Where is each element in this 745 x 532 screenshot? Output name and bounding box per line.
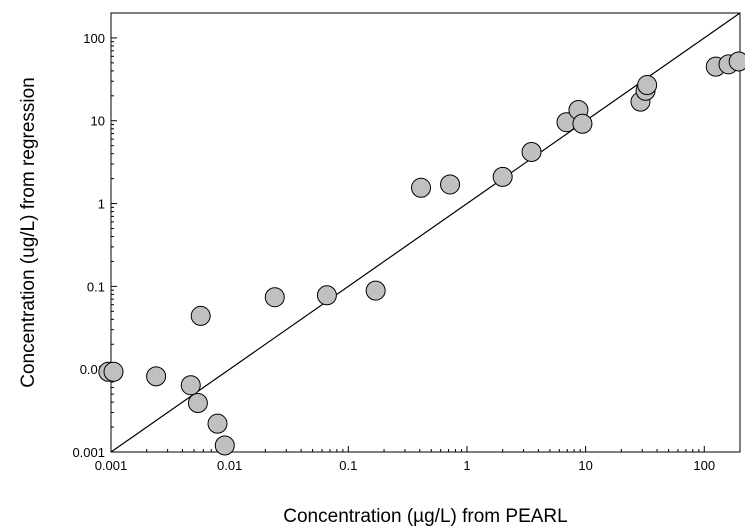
data-point — [637, 75, 658, 96]
x-axis-title: Concentration (µg/L) from PEARL — [283, 506, 567, 527]
data-point — [365, 280, 386, 301]
y-axis-title: Concentration (ug/L) from regression — [18, 77, 39, 387]
data-point — [411, 177, 432, 198]
data-point — [521, 141, 542, 162]
data-point — [492, 166, 513, 187]
y-tick-label: 10 — [91, 114, 105, 129]
x-tick-label: 1 — [463, 458, 470, 473]
x-tick-label: 100 — [693, 458, 715, 473]
data-point — [190, 305, 211, 326]
y-tick-label: 100 — [83, 31, 105, 46]
data-point — [728, 51, 745, 72]
data-point — [214, 435, 235, 456]
data-point — [316, 285, 337, 306]
one-to-one-line — [110, 12, 741, 453]
y-tick-label: 1 — [98, 197, 105, 212]
x-tick-label: 0.01 — [217, 458, 242, 473]
data-point — [264, 287, 285, 308]
data-point — [103, 361, 124, 382]
y-tick-label: 0.1 — [87, 279, 105, 294]
data-point — [572, 113, 593, 134]
data-point — [187, 393, 208, 414]
data-point — [440, 174, 461, 195]
x-tick-label: 0.1 — [339, 458, 357, 473]
y-tick-label: 0.001 — [72, 445, 105, 460]
x-tick-label: 10 — [578, 458, 592, 473]
x-tick-label: 0.001 — [95, 458, 128, 473]
data-point — [146, 366, 167, 387]
plot-frame — [110, 12, 741, 453]
data-point — [207, 413, 228, 434]
data-point — [180, 375, 201, 396]
